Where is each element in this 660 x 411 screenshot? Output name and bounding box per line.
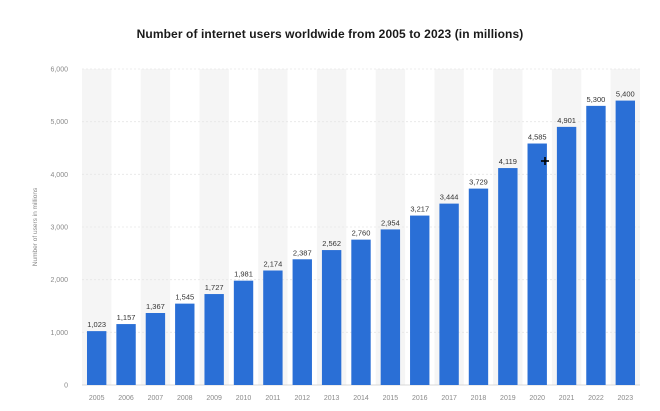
bars — [86, 100, 636, 385]
data-label: 2,174 — [264, 260, 283, 269]
bar — [233, 280, 254, 385]
x-tick-label: 2018 — [471, 395, 487, 402]
bar — [145, 313, 166, 385]
bar — [468, 188, 489, 385]
y-tick-label: 3,000 — [50, 225, 68, 232]
x-tick-label: 2015 — [383, 395, 399, 402]
bar — [263, 270, 283, 385]
x-tick-label: 2016 — [412, 395, 428, 402]
bar — [292, 259, 312, 385]
x-tick-label: 2023 — [618, 395, 634, 402]
x-tick-label: 2010 — [236, 395, 252, 402]
data-label: 1,367 — [146, 302, 165, 311]
data-label: 1,981 — [234, 270, 253, 279]
data-label: 5,400 — [616, 90, 635, 99]
x-tick-label: 2019 — [500, 395, 516, 402]
data-label: 3,444 — [440, 193, 459, 202]
data-label: 5,300 — [587, 95, 606, 104]
x-tick-label: 2017 — [441, 395, 457, 402]
y-tick-label: 4,000 — [50, 172, 68, 179]
x-tick-label: 2008 — [177, 395, 193, 402]
data-label: 3,729 — [469, 178, 488, 187]
x-tick-labels: 2005 2006 2007 2008 2009 2010 2011 2012 2013 2014… — [89, 395, 633, 402]
x-tick-label: 2009 — [206, 395, 222, 402]
data-label: 4,585 — [528, 133, 547, 142]
data-label: 2,387 — [293, 248, 312, 257]
data-label: 4,901 — [557, 116, 576, 125]
y-tick-label: 1,000 — [50, 330, 68, 337]
bar — [556, 126, 577, 385]
bar — [86, 331, 107, 385]
crosshair-cursor-icon — [541, 157, 549, 165]
bar — [116, 324, 136, 385]
y-tick-label: 2,000 — [50, 277, 68, 284]
data-label: 2,562 — [322, 239, 341, 248]
x-tick-label: 2014 — [353, 395, 369, 402]
data-label: 2,760 — [352, 229, 371, 238]
data-label: 1,023 — [87, 320, 106, 329]
x-tick-label: 2021 — [559, 395, 575, 402]
x-tick-label: 2006 — [118, 395, 134, 402]
x-tick-label: 2022 — [588, 395, 604, 402]
data-label: 1,157 — [117, 313, 136, 322]
x-tick-label: 2005 — [89, 395, 105, 402]
bar — [439, 203, 459, 385]
bar — [204, 294, 224, 385]
data-label: 4,119 — [499, 157, 517, 166]
x-tick-label: 2013 — [324, 395, 340, 402]
bar — [380, 229, 401, 385]
x-tick-label: 2012 — [294, 395, 310, 402]
bar — [586, 105, 606, 385]
x-tick-label: 2011 — [265, 395, 280, 402]
chart-title: Number of internet users worldwide from … — [136, 27, 524, 41]
bar — [351, 239, 371, 385]
data-labels: 1,023 1,157 1,367 1,545 1,727 1,981 2,174 2,387… — [87, 90, 634, 330]
bar — [498, 168, 518, 385]
bar — [321, 250, 342, 385]
y-tick-labels: 0 1,000 2,000 3,000 4,000 5,000 6,000 — [50, 67, 68, 390]
bar — [410, 215, 430, 385]
bar — [615, 100, 636, 385]
y-tick-label: 6,000 — [50, 67, 68, 74]
data-label: 1,545 — [175, 293, 194, 302]
data-label: 3,217 — [410, 205, 429, 214]
y-tick-label: 0 — [64, 383, 68, 390]
bar — [175, 303, 195, 385]
y-tick-label: 5,000 — [50, 119, 68, 126]
x-tick-label: 2007 — [148, 395, 164, 402]
x-tick-label: 2020 — [529, 395, 545, 402]
bar — [527, 143, 547, 385]
data-label: 2,954 — [381, 218, 400, 227]
data-label: 1,727 — [205, 283, 224, 292]
y-axis-label: Number of users in millions — [32, 187, 39, 266]
